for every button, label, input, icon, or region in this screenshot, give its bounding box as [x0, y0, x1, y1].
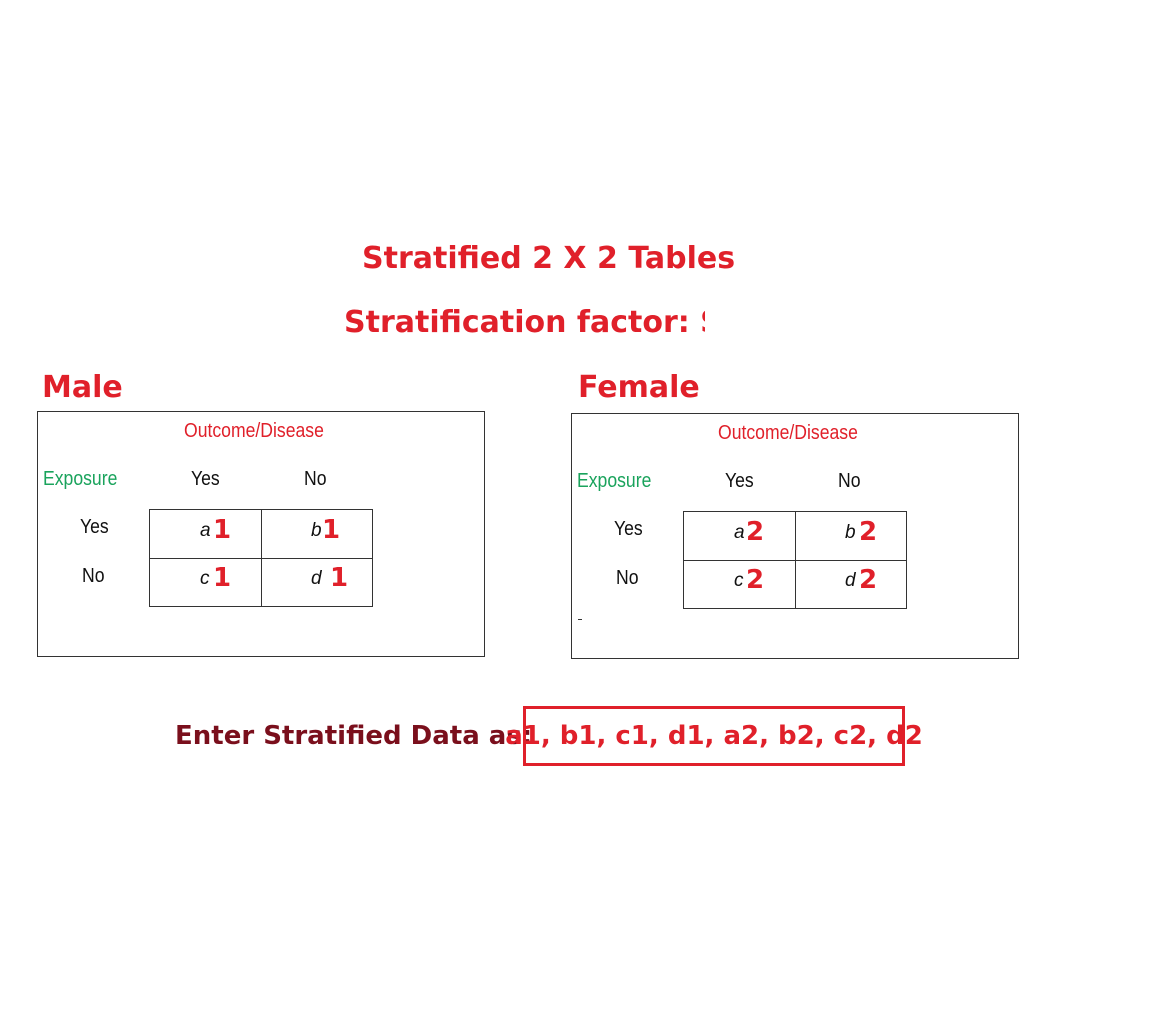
stray-mark: [578, 619, 582, 620]
cell-letter: b: [311, 520, 322, 541]
contingency-grid: a 2 b 2 c 2 d 2: [683, 511, 907, 609]
cell-letter: c: [734, 570, 744, 591]
stratum-label-male: Male: [42, 370, 123, 405]
entry-format-label: Enter Stratified Data as:: [175, 721, 533, 751]
cell-index: 1: [322, 515, 341, 545]
outcome-header: Outcome/Disease: [184, 420, 324, 442]
cell-letter: c: [200, 568, 210, 589]
column-header-yes: Yes: [191, 468, 220, 490]
cell-a: a 2: [684, 512, 795, 560]
cell-index: 1: [330, 563, 349, 593]
row-header-yes: Yes: [614, 518, 643, 540]
entry-format-box: a1, b1, c1, d1, a2, b2, c2, d2: [505, 706, 923, 766]
outcome-header: Outcome/Disease: [718, 422, 858, 444]
grid-divider-horizontal: [684, 560, 906, 561]
table-panel-female: Outcome/Disease Exposure Yes No Yes No a…: [571, 413, 1019, 659]
stratum-label-female: Female: [578, 370, 700, 405]
grid-divider-horizontal: [150, 558, 372, 559]
exposure-header: Exposure: [577, 470, 652, 492]
diagram-title: Stratified 2 X 2 Tables: [362, 241, 736, 276]
contingency-grid: a 1 b 1 c 1 d 1: [149, 509, 373, 607]
cell-b: b 2: [795, 512, 906, 560]
column-header-no: No: [838, 470, 861, 492]
cell-index: 2: [746, 565, 765, 595]
cell-d: d 1: [261, 558, 372, 606]
cell-index: 2: [746, 517, 765, 547]
column-header-yes: Yes: [725, 470, 754, 492]
cell-c: c 2: [684, 560, 795, 608]
cell-letter: a: [200, 520, 211, 541]
cell-index: 1: [213, 563, 232, 593]
row-header-yes: Yes: [80, 516, 109, 538]
cell-index: 2: [859, 517, 878, 547]
cell-index: 1: [213, 515, 232, 545]
cell-letter: b: [845, 522, 856, 543]
cell-c: c 1: [150, 558, 261, 606]
cell-letter: a: [734, 522, 745, 543]
table-panel-male: Outcome/Disease Exposure Yes No Yes No a…: [37, 411, 485, 657]
cell-letter: d: [845, 570, 856, 591]
cell-d: d 2: [795, 560, 906, 608]
cell-letter: d: [311, 568, 322, 589]
cell-index: 2: [859, 565, 878, 595]
column-header-no: No: [304, 468, 327, 490]
exposure-header: Exposure: [43, 468, 118, 490]
stratification-factor: Stratification factor: Sex: [344, 305, 705, 340]
row-header-no: No: [82, 565, 105, 587]
cell-a: a 1: [150, 510, 261, 558]
cell-b: b 1: [261, 510, 372, 558]
row-header-no: No: [616, 567, 639, 589]
